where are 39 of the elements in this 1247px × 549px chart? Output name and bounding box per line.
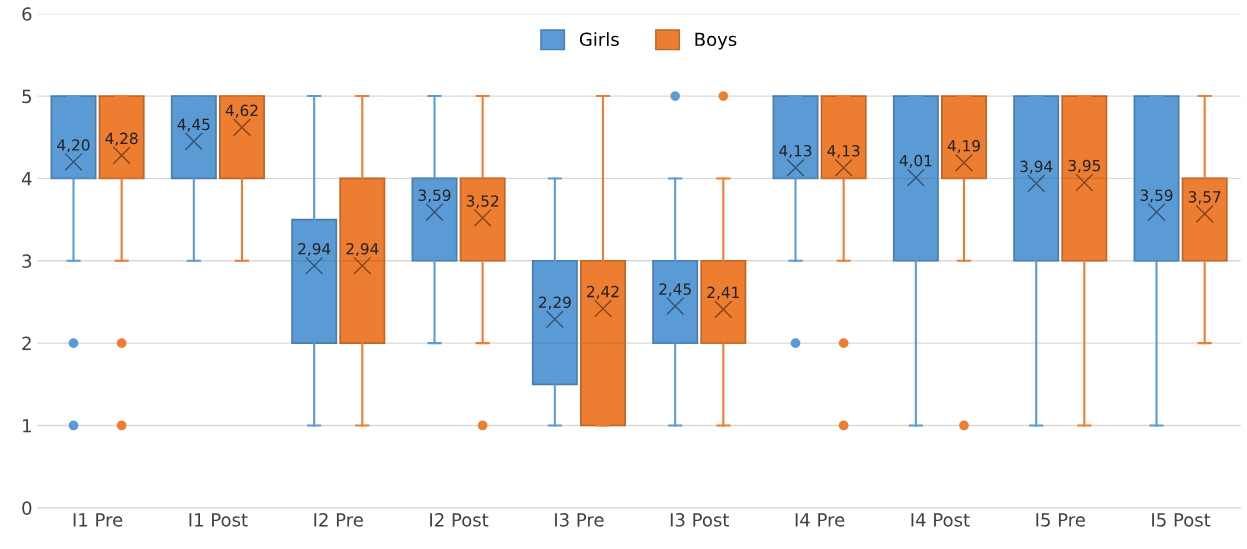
x-tick-label: I2 Pre (314, 513, 363, 527)
x-tick-label: I3 Pre (555, 513, 604, 527)
y-tick-label: 5 (22, 89, 31, 104)
text: 2,45 (659, 283, 691, 297)
text: 2,29 (538, 296, 571, 310)
text: 2,94 (346, 242, 379, 257)
text: 4,19 (947, 140, 980, 154)
text: 3,95 (1068, 159, 1100, 173)
text: 3,59 (1140, 189, 1173, 203)
y-tick-label: 1 (23, 419, 31, 433)
text: 4,13 (827, 144, 860, 159)
x-tick-label: I4 Post (911, 513, 970, 527)
x-tick-label: I1 Pre (73, 513, 123, 527)
x-tick-label: I1 Post (189, 513, 248, 527)
text: 4,20 (57, 139, 90, 153)
x-tick-label: I4 Pre (795, 513, 845, 527)
y-tick-label: 0 (22, 501, 32, 515)
legend-label: Girls (579, 32, 619, 47)
x-tick-label: I5 Pre (1036, 513, 1085, 527)
x-tick-label: I5 Post (1152, 513, 1211, 527)
text: 4,62 (225, 104, 258, 118)
text: 3,57 (1188, 191, 1221, 205)
y-tick-label: 3 (22, 254, 32, 268)
text: 3,59 (418, 189, 451, 203)
y-tick-label: 6 (22, 7, 32, 21)
text: 4,13 (779, 144, 812, 159)
text: 3,52 (466, 195, 499, 209)
text: 3,94 (1020, 160, 1053, 174)
text: 2,94 (298, 242, 331, 257)
text: 2,41 (707, 286, 739, 300)
text: 4,45 (177, 118, 210, 132)
text: 4,28 (105, 132, 138, 146)
text: 4,01 (899, 154, 932, 168)
x-tick-label: I3 Post (670, 513, 729, 527)
legend-label: Boys (695, 32, 737, 50)
x-tick-label: I2 Post (430, 513, 489, 527)
text: 2,42 (587, 285, 619, 299)
y-tick-label: 2 (22, 336, 31, 350)
y-tick-label: 4 (21, 172, 32, 186)
